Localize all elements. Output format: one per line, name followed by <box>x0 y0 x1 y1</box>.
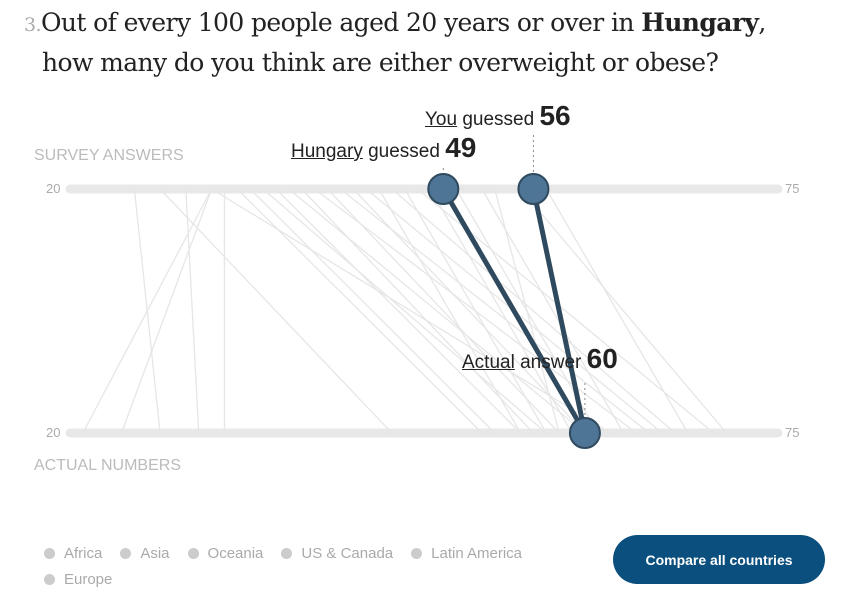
survey-answers-label: SURVEY ANSWERS <box>34 147 184 164</box>
other-country-line <box>520 188 728 434</box>
question-line2: how many do you think are either overwei… <box>42 48 719 77</box>
other-country-line <box>275 188 522 434</box>
legend-dot-icon <box>281 548 293 559</box>
user-link[interactable]: You <box>425 109 458 130</box>
legend-dot-icon <box>44 548 55 559</box>
question-text: Out of every 100 people aged 20 years or… <box>40 8 642 37</box>
actual-point <box>568 417 601 449</box>
other-country-line <box>288 188 586 434</box>
bottom-max-tick: 75 <box>785 425 800 440</box>
legend-label: US & Canada <box>301 545 394 562</box>
legend-dot-icon <box>44 574 55 585</box>
legend-item-latin-america[interactable]: Latin America <box>411 545 522 562</box>
user-guess-line <box>530 188 588 434</box>
legend-item-europe[interactable]: Europe <box>44 571 112 588</box>
actual-link[interactable]: Actual <box>462 352 515 373</box>
country-guess-value: 49 <box>445 132 477 163</box>
other-country-line <box>326 188 560 434</box>
legend-label: Latin America <box>431 545 523 562</box>
other-country-line <box>545 188 689 434</box>
other-country-line <box>185 188 200 434</box>
question-punct: , <box>758 8 766 37</box>
actual-numbers-label: ACTUAL NUMBERS <box>34 457 181 474</box>
other-country-line <box>391 188 676 434</box>
other-country-line <box>82 188 213 434</box>
legend-item-us-canada[interactable]: US & Canada <box>281 545 393 562</box>
legend-label: Europe <box>64 571 113 588</box>
legend-item-asia[interactable]: Asia <box>120 545 170 562</box>
other-country-line <box>159 188 393 434</box>
legend-label: Asia <box>140 545 170 562</box>
legend-dot-icon <box>120 548 132 559</box>
country-guess-line <box>441 187 588 435</box>
other-country-line <box>404 188 547 434</box>
country-suffix: guessed <box>362 141 446 162</box>
other-country-line <box>211 188 611 434</box>
question-title: 3.Out of every 100 people aged 20 years … <box>24 4 824 82</box>
top-min-tick: 20 <box>46 181 61 196</box>
question-country: Hungary <box>641 8 759 37</box>
other-country-line <box>262 188 547 434</box>
legend-item-africa[interactable]: Africa <box>44 545 102 562</box>
legend-dot-icon <box>187 548 199 559</box>
legend-label: Africa <box>64 545 103 562</box>
other-country-line <box>120 188 213 434</box>
user-suffix: guessed <box>457 109 540 130</box>
actual-answer-label: Actual answer 60 <box>462 343 618 375</box>
legend-item-oceania[interactable]: Oceania <box>187 545 264 562</box>
other-country-line <box>494 188 560 434</box>
other-country-line <box>301 188 534 434</box>
legend-label: Oceania <box>207 545 264 562</box>
user-guess-value: 56 <box>539 100 571 131</box>
other-country-line <box>249 188 496 434</box>
actual-suffix: answer <box>514 352 587 373</box>
other-country-line <box>352 188 586 434</box>
user-guess-point <box>517 173 550 205</box>
user-guess-label: You guessed 56 <box>425 100 571 132</box>
country-guess-label: Hungary guessed 49 <box>291 132 476 164</box>
country-guess-point <box>427 173 460 205</box>
legend-dot-icon <box>411 548 423 559</box>
compare-all-countries-button[interactable]: Compare all countries <box>613 535 825 584</box>
other-country-line <box>378 188 522 434</box>
question-number: 3. <box>24 14 42 36</box>
bottom-min-tick: 20 <box>46 425 61 440</box>
legend: Africa Asia Oceania US & Canada Latin Am… <box>44 545 584 588</box>
country-link[interactable]: Hungary <box>291 141 363 162</box>
top-max-tick: 75 <box>785 181 800 196</box>
other-country-line <box>236 188 483 434</box>
actual-value: 60 <box>586 343 618 374</box>
